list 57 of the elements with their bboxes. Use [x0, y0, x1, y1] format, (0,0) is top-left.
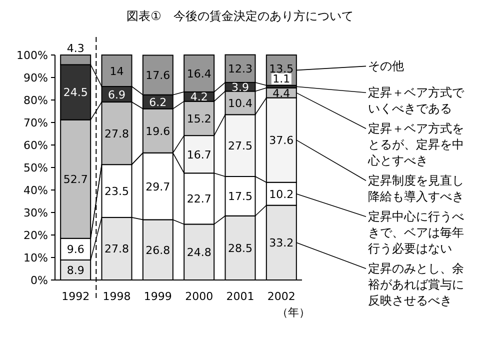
text: 定昇制度を見直し降給も導入すべき — [368, 174, 464, 204]
data-label: 27.8 — [104, 127, 129, 140]
data-label: 6.2 — [149, 96, 167, 109]
y-tick-label: 70% — [24, 116, 48, 130]
data-label: 23.5 — [104, 185, 129, 198]
data-label: 27.5 — [228, 140, 252, 153]
y-tick-label: 20% — [24, 229, 48, 242]
x-tick-label: 1992 — [62, 290, 90, 303]
data-label: 10.2 — [269, 188, 294, 201]
data-label: 27.8 — [104, 242, 129, 256]
x-tick-label: 2000 — [185, 290, 214, 303]
data-label: 29.7 — [146, 180, 170, 194]
data-label: 14 — [110, 64, 124, 78]
data-label: 8.9 — [66, 264, 84, 277]
chart-title: 図表① 今後の賃金決定のあり方について — [126, 9, 354, 23]
data-label: 10.4 — [228, 96, 252, 110]
data-label: 4.4 — [272, 86, 290, 100]
data-label: 15.2 — [186, 112, 212, 126]
data-label: 1.1 — [272, 72, 290, 86]
data-label: 28.5 — [228, 242, 252, 255]
y-tick-label: 40% — [24, 184, 48, 197]
y-tick-label: 50% — [24, 162, 48, 174]
y-tick-label: 10% — [24, 252, 48, 264]
x-tick-label: 1998 — [102, 290, 131, 303]
text: 定昇のみとし、余裕があれば賞与に反映させるべき — [368, 262, 464, 308]
data-label: 26.8 — [146, 244, 170, 257]
y-tick-label: 30% — [24, 206, 48, 220]
y-tick-label: 100% — [16, 49, 48, 62]
data-label: 6.9 — [108, 88, 126, 102]
x-tick-label: 1999 — [144, 290, 172, 303]
data-label: 12.3 — [228, 62, 252, 76]
data-label: 4.2 — [190, 90, 208, 104]
y-tick-label: 60% — [24, 139, 48, 152]
x-tick-label: 2002 — [267, 290, 296, 303]
text: その他 — [368, 59, 404, 74]
text: 定昇＋ベア方式をとるが、定昇を中心とすべき — [367, 122, 464, 168]
data-label: 16.4 — [186, 67, 212, 80]
data-label: 52.7 — [63, 173, 88, 186]
data-label: 19.6 — [146, 124, 170, 138]
data-label: 17.6 — [146, 69, 170, 82]
x-tick-label: 2001 — [226, 290, 254, 303]
data-label: 9.6 — [66, 243, 84, 256]
data-label: 4.3 — [66, 42, 84, 55]
x-axis-title: （年） — [276, 306, 310, 319]
y-tick-label: 80% — [24, 94, 48, 107]
y-tick-label: 0% — [30, 274, 48, 287]
data-label: 17.5 — [228, 190, 252, 204]
text: 定昇＋ベア方式でいくべきである — [368, 86, 465, 116]
data-label: 3.9 — [232, 80, 249, 94]
data-label: 37.6 — [269, 134, 294, 148]
data-label: 24.8 — [186, 246, 212, 260]
text: 定昇中心に行うべきで、ベアは毎年行う必要はない — [368, 210, 464, 256]
data-label: 16.7 — [186, 148, 212, 162]
y-tick-label: 90% — [24, 72, 48, 84]
data-label: 33.2 — [269, 236, 294, 250]
data-label: 22.7 — [186, 192, 212, 206]
data-label: 24.5 — [63, 86, 88, 100]
